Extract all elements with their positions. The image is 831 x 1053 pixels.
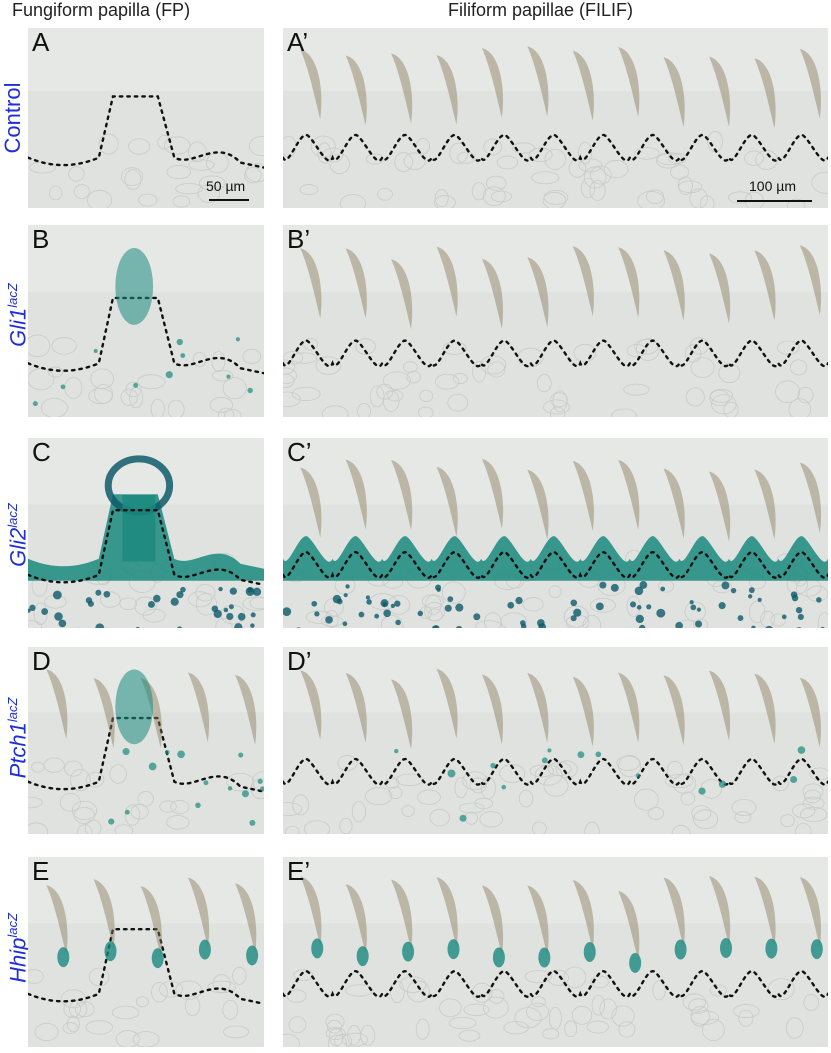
panel-letter-A: A	[32, 28, 49, 57]
panel-letter-C-prime: C’	[287, 438, 312, 467]
micrograph-D	[28, 647, 264, 834]
micrograph-E	[28, 857, 264, 1047]
scale-label-left: 50 µm	[206, 178, 245, 194]
panel-letter-E-prime: E’	[287, 857, 310, 886]
panel-letter-A-prime: A’	[287, 28, 308, 57]
micrograph-A-prime	[283, 28, 828, 208]
panel-letter-D: D	[32, 647, 51, 676]
micrograph-B-prime	[283, 225, 828, 417]
panel-D-prime: D’	[283, 647, 828, 834]
panel-A-prime: A’ 100 µm	[283, 28, 828, 208]
micrograph-C-prime	[283, 438, 828, 628]
panel-C: C	[28, 438, 264, 628]
micrograph-E-prime	[283, 857, 828, 1047]
panel-B: B	[28, 225, 264, 417]
panel-E: E	[28, 857, 264, 1047]
filiform-papillae-header: Filiform papillae (FILIF)	[448, 0, 633, 24]
panel-letter-D-prime: D’	[287, 647, 312, 676]
micrograph-B	[28, 225, 264, 417]
scale-bar-left	[209, 199, 249, 201]
scale-bar-right	[737, 200, 812, 202]
panel-B-prime: B’	[283, 225, 828, 417]
fungiform-papilla-header: Fungiform papilla (FP)	[12, 0, 190, 24]
panel-D: D	[28, 647, 264, 834]
row-label-hhip: HhiplacZ	[0, 843, 26, 1053]
row-label-control: Control	[0, 13, 26, 223]
panel-E-prime: E’	[283, 857, 828, 1047]
panel-letter-B: B	[32, 225, 49, 254]
panel-letter-B-prime: B’	[287, 225, 310, 254]
row-label-gli2: Gli2lacZ	[0, 430, 26, 640]
panel-letter-C: C	[32, 438, 51, 467]
micrograph-C	[28, 438, 264, 628]
row-label-gli1: Gli1lacZ	[0, 210, 26, 420]
panel-letter-E: E	[32, 857, 49, 886]
panel-C-prime: C’	[283, 438, 828, 628]
panel-A: A 50 µm	[28, 28, 264, 208]
scale-label-right: 100 µm	[749, 178, 796, 194]
row-label-ptch1: Ptch1lacZ	[0, 633, 26, 843]
micrograph-D-prime	[283, 647, 828, 834]
